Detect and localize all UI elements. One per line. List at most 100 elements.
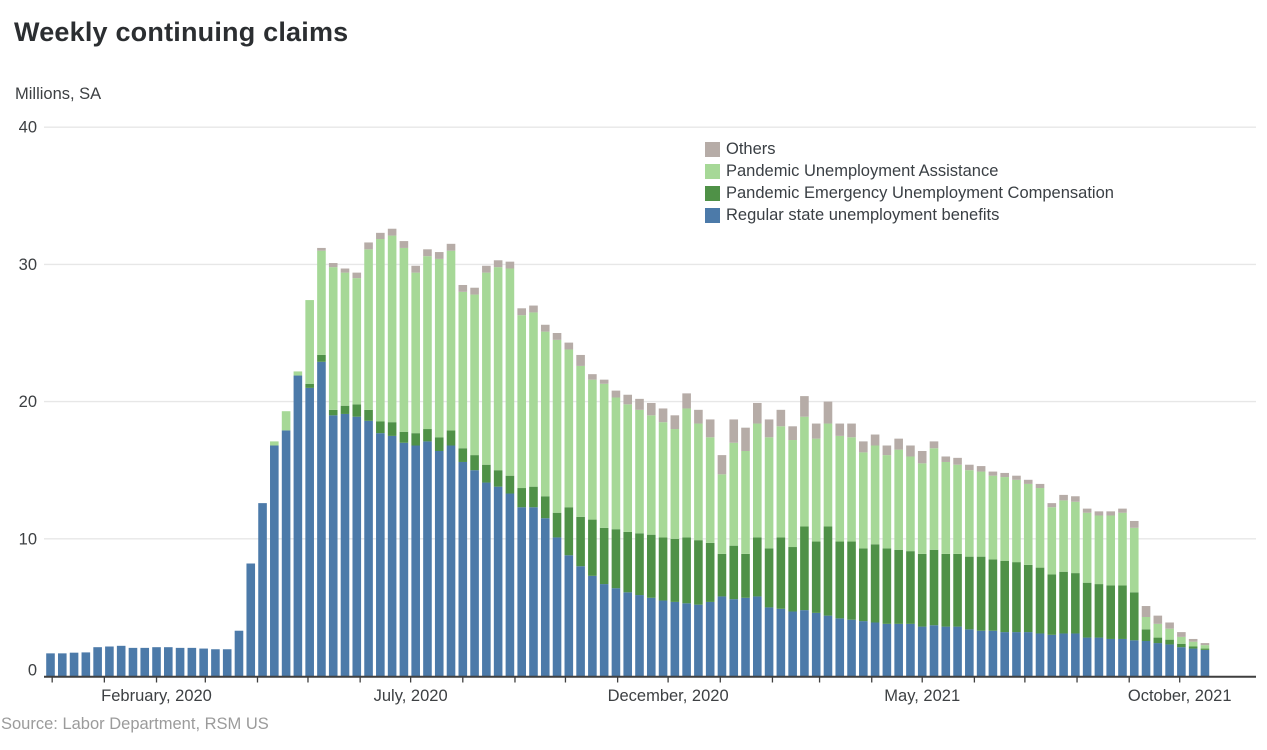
bar-segment-peuc [1141, 629, 1151, 642]
bar-segment-regular [116, 645, 126, 676]
bar-segment-others [1106, 511, 1115, 516]
bar-segment-others [906, 445, 915, 457]
bar-segment-others [623, 394, 633, 405]
bar-segment-pua [729, 442, 739, 546]
bar-segment-pua [1165, 628, 1174, 640]
bar-segment-peuc [328, 409, 338, 416]
bar-segment-others [1141, 606, 1151, 618]
bar-segment-peuc [1000, 560, 1009, 633]
bar-segment-others [658, 408, 668, 423]
bar-segment-others [811, 423, 821, 439]
bar-segment-regular [705, 601, 715, 676]
legend-swatch [705, 207, 720, 223]
bar-segment-others [470, 287, 479, 295]
bar-segment-regular [1200, 649, 1210, 676]
x-axis-label: October, 2021 [1128, 687, 1232, 705]
bar-segment-pua [894, 449, 903, 550]
bar-segment-others [741, 427, 750, 451]
bar-segment-others [399, 241, 409, 248]
bar-segment-others [352, 272, 362, 279]
bar-segment-others [1129, 520, 1139, 528]
bar-segment-pua [929, 448, 939, 550]
bar-segment-others [670, 415, 680, 430]
bar-segment-pua [953, 464, 962, 554]
bar-segment-others [611, 390, 621, 398]
bar-segment-regular [470, 470, 479, 676]
bar-segment-pua [823, 423, 833, 527]
bar-segment-regular [281, 430, 291, 676]
bar-segment-regular [764, 607, 774, 676]
bar-segment-pua [717, 474, 727, 554]
bar-segment-regular [635, 595, 644, 676]
bar-segment-peuc [623, 531, 633, 593]
bar-segment-others [729, 419, 739, 443]
bar-segment-pua [917, 463, 927, 554]
bar-segment-regular [140, 647, 150, 676]
bar-segment-others [705, 419, 715, 438]
bar-segment-peuc [953, 553, 962, 627]
bar-segment-pua [576, 365, 585, 517]
bar-segment-pua [270, 441, 279, 446]
bar-segment-pua [305, 300, 314, 384]
bar-segment-pua [376, 239, 385, 422]
bar-segment-peuc [917, 553, 927, 627]
bar-segment-regular [953, 626, 962, 676]
bar-segment-regular [894, 623, 903, 676]
bar-segment-pua [1141, 617, 1151, 630]
bar-segment-peuc [552, 512, 562, 538]
bar-segment-others [859, 441, 868, 453]
bar-segment-regular [976, 630, 986, 676]
bar-segment-regular [906, 623, 915, 676]
bar-segment-regular [1023, 632, 1033, 676]
bar-segment-peuc [635, 533, 644, 596]
bar-segment-pua [599, 383, 609, 528]
bar-segment-pua [529, 312, 538, 487]
y-axis-label: 20 [19, 393, 37, 411]
bar-segment-peuc [823, 526, 833, 616]
bar-segment-others [446, 243, 456, 251]
bar-segment-peuc [505, 475, 515, 494]
bar-segment-others [1047, 503, 1057, 508]
bar-segment-pua [635, 409, 644, 534]
bar-segment-peuc [811, 541, 821, 613]
bar-segment-regular [1059, 633, 1068, 676]
bar-segment-regular [552, 537, 562, 676]
bar-segment-peuc [576, 516, 585, 567]
legend-label: Pandemic Emergency Unemployment Compensa… [726, 183, 1114, 202]
bar-segment-pua [646, 415, 656, 535]
bar-segment-others [411, 265, 420, 273]
bar-segment-regular [164, 647, 173, 676]
bar-segment-regular [234, 630, 244, 676]
bar-segment-pua [493, 267, 503, 471]
bar-segment-peuc [1177, 643, 1186, 648]
chart-title: Weekly continuing claims [14, 17, 349, 47]
bar-segment-regular [1047, 634, 1057, 676]
bar-segment-regular [847, 619, 856, 676]
bar-segment-regular [423, 441, 432, 676]
bar-segment-regular [399, 442, 409, 676]
bar-segment-peuc [411, 433, 420, 446]
bar-segment-regular [859, 621, 868, 676]
bar-segment-others [317, 247, 326, 251]
bar-segment-peuc [882, 548, 892, 624]
bar-segment-regular [446, 445, 456, 676]
bar-segment-peuc [611, 529, 621, 589]
bar-segment-others [564, 342, 574, 350]
bar-segment-peuc [588, 519, 597, 576]
bar-segment-peuc [482, 464, 491, 483]
bar-segment-others [1188, 638, 1198, 642]
bar-segment-others [682, 393, 691, 409]
bar-segment-peuc [658, 537, 668, 601]
bar-segment-pua [340, 272, 350, 406]
bar-segment-pua [1047, 507, 1057, 575]
bar-segment-others [588, 374, 597, 380]
bar-segment-regular [1106, 638, 1115, 676]
bar-segment-regular [941, 626, 951, 676]
bar-segment-others [635, 398, 644, 410]
bar-segment-regular [305, 387, 314, 676]
bar-segment-peuc [493, 470, 503, 487]
bar-segment-peuc [646, 534, 656, 598]
bar-segment-regular [81, 652, 91, 676]
bar-segment-regular [1012, 632, 1021, 676]
